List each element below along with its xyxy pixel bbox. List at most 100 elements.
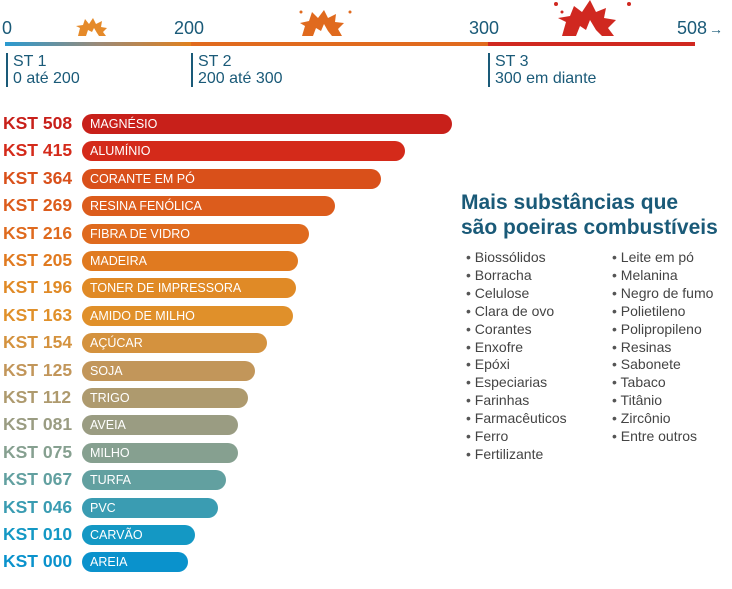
substance-item: Farmacêuticos	[466, 410, 567, 428]
tick-508-label: 508	[677, 18, 708, 38]
substance-item: Tabaco	[612, 374, 713, 392]
bar-label: TURFA	[90, 473, 131, 488]
bar-label: CARVÃO	[90, 528, 143, 542]
bar: AREIA	[82, 552, 188, 573]
substance-item: Fertilizante	[466, 446, 567, 464]
bar-label: PVC	[90, 500, 116, 515]
bar: AÇÚCAR	[82, 333, 267, 354]
substance-item: Biossólidos	[466, 249, 567, 267]
st3-range: 300 em diante	[495, 70, 597, 87]
bar: MADEIRA	[82, 251, 298, 271]
kst-label: KST 415	[3, 140, 73, 161]
substance-item: Leite em pó	[612, 249, 713, 267]
bar-label: AMIDO DE MILHO	[90, 308, 195, 323]
st3-label: ST 3 300 em diante	[488, 53, 596, 87]
bar-label: CORANTE EM PÓ	[90, 171, 195, 186]
bar-label: RESINA FENÓLICA	[90, 199, 202, 214]
bar-label: FIBRA DE VIDRO	[90, 226, 191, 241]
substance-item: Melanina	[612, 267, 713, 285]
side-title: Mais substâncias que são poeiras combustí…	[461, 190, 718, 240]
bar: MAGNÉSIO	[82, 114, 452, 134]
substance-list-col1: BiossólidosBorrachaCeluloseClara de ovoC…	[466, 249, 567, 464]
kst-label: KST 205	[3, 250, 73, 270]
kst-label: KST 010	[3, 524, 73, 544]
scale-segment-st2	[191, 42, 488, 46]
bar: TURFA	[82, 470, 226, 491]
bar: RESINA FENÓLICA	[82, 196, 335, 217]
st2-range: 200 até 300	[198, 70, 283, 87]
bar: MILHO	[82, 442, 238, 463]
medium-explosion-icon	[299, 10, 352, 36]
kst-label: KST 000	[3, 551, 73, 572]
side-title-line2: são poeiras combustíveis	[461, 216, 718, 239]
kst-label: KST 269	[3, 195, 73, 216]
substance-item: Sabonete	[612, 356, 713, 374]
substance-item: Enxofre	[466, 339, 567, 357]
kst-label: KST 364	[3, 167, 73, 188]
side-title-line1: Mais substâncias que	[461, 191, 679, 214]
st3-name: ST 3	[495, 53, 529, 70]
bar-label: ALUMÍNIO	[90, 144, 151, 159]
kst-label: KST 154	[3, 332, 73, 353]
scale-segment-st3	[488, 42, 695, 46]
substance-item: Polipropileno	[612, 321, 713, 339]
substance-item: Corantes	[466, 321, 567, 339]
bar-label: AÇÚCAR	[90, 336, 143, 351]
kst-label: KST 163	[3, 304, 73, 325]
bar-label: TRIGO	[90, 391, 130, 405]
bar-label: MADEIRA	[90, 254, 147, 268]
tick-508: 508 →	[677, 18, 723, 39]
bar: SOJA	[82, 360, 255, 381]
kst-label: KST 081	[3, 414, 73, 435]
bar: AMIDO DE MILHO	[82, 305, 293, 326]
bar-label: AVEIA	[90, 418, 126, 433]
substance-item: Celulose	[466, 285, 567, 303]
bar-label: AREIA	[90, 555, 128, 570]
kst-label: KST 125	[3, 359, 73, 380]
bar-label: TONER DE IMPRESSORA	[90, 281, 242, 296]
bar: FIBRA DE VIDRO	[82, 223, 309, 244]
substance-item: Zircônio	[612, 410, 713, 428]
bar: CARVÃO	[82, 525, 195, 545]
bar: TRIGO	[82, 388, 248, 408]
substance-item: Entre outros	[612, 428, 713, 446]
bar: TONER DE IMPRESSORA	[82, 278, 296, 299]
arrow-right-icon: →	[709, 21, 724, 37]
kst-label: KST 075	[3, 441, 73, 462]
tick-200: 200	[174, 18, 205, 38]
scale-segment-st1	[5, 42, 191, 46]
kst-label: KST 508	[3, 113, 73, 133]
bar: CORANTE EM PÓ	[82, 168, 381, 189]
st2-label: ST 2 200 até 300	[191, 53, 283, 87]
large-explosion-icon	[554, 0, 631, 36]
st1-range: 0 até 200	[13, 70, 80, 87]
kst-label: KST 196	[3, 277, 73, 298]
bar: ALUMÍNIO	[82, 141, 405, 162]
bar-label: SOJA	[90, 363, 123, 378]
substance-item: Borracha	[466, 267, 567, 285]
small-explosion-icon	[76, 18, 107, 36]
substance-item: Polietileno	[612, 303, 713, 321]
bar-label: MILHO	[90, 445, 130, 460]
bar: AVEIA	[82, 415, 238, 436]
substance-item: Especiarias	[466, 374, 567, 392]
bar-label: MAGNÉSIO	[90, 117, 158, 131]
substance-item: Farinhas	[466, 392, 567, 410]
substance-item: Resinas	[612, 339, 713, 357]
kst-label: KST 216	[3, 222, 73, 243]
st2-name: ST 2	[198, 53, 232, 70]
substance-item: Ferro	[466, 428, 567, 446]
bar: PVC	[82, 497, 218, 518]
st1-name: ST 1	[13, 53, 47, 70]
substance-item: Negro de fumo	[612, 285, 714, 303]
kst-label: KST 046	[3, 496, 73, 517]
substance-item: Clara de ovo	[466, 303, 567, 321]
substance-list-col2: Leite em póMelaninaNegro de fumoPolietil…	[612, 249, 714, 446]
tick-0: 0	[2, 18, 13, 38]
tick-300: 300	[469, 18, 500, 38]
kst-label: KST 112	[3, 387, 72, 407]
substance-item: Titânio	[612, 392, 713, 410]
kst-label: KST 067	[3, 469, 73, 490]
substance-item: Epóxi	[466, 356, 567, 374]
